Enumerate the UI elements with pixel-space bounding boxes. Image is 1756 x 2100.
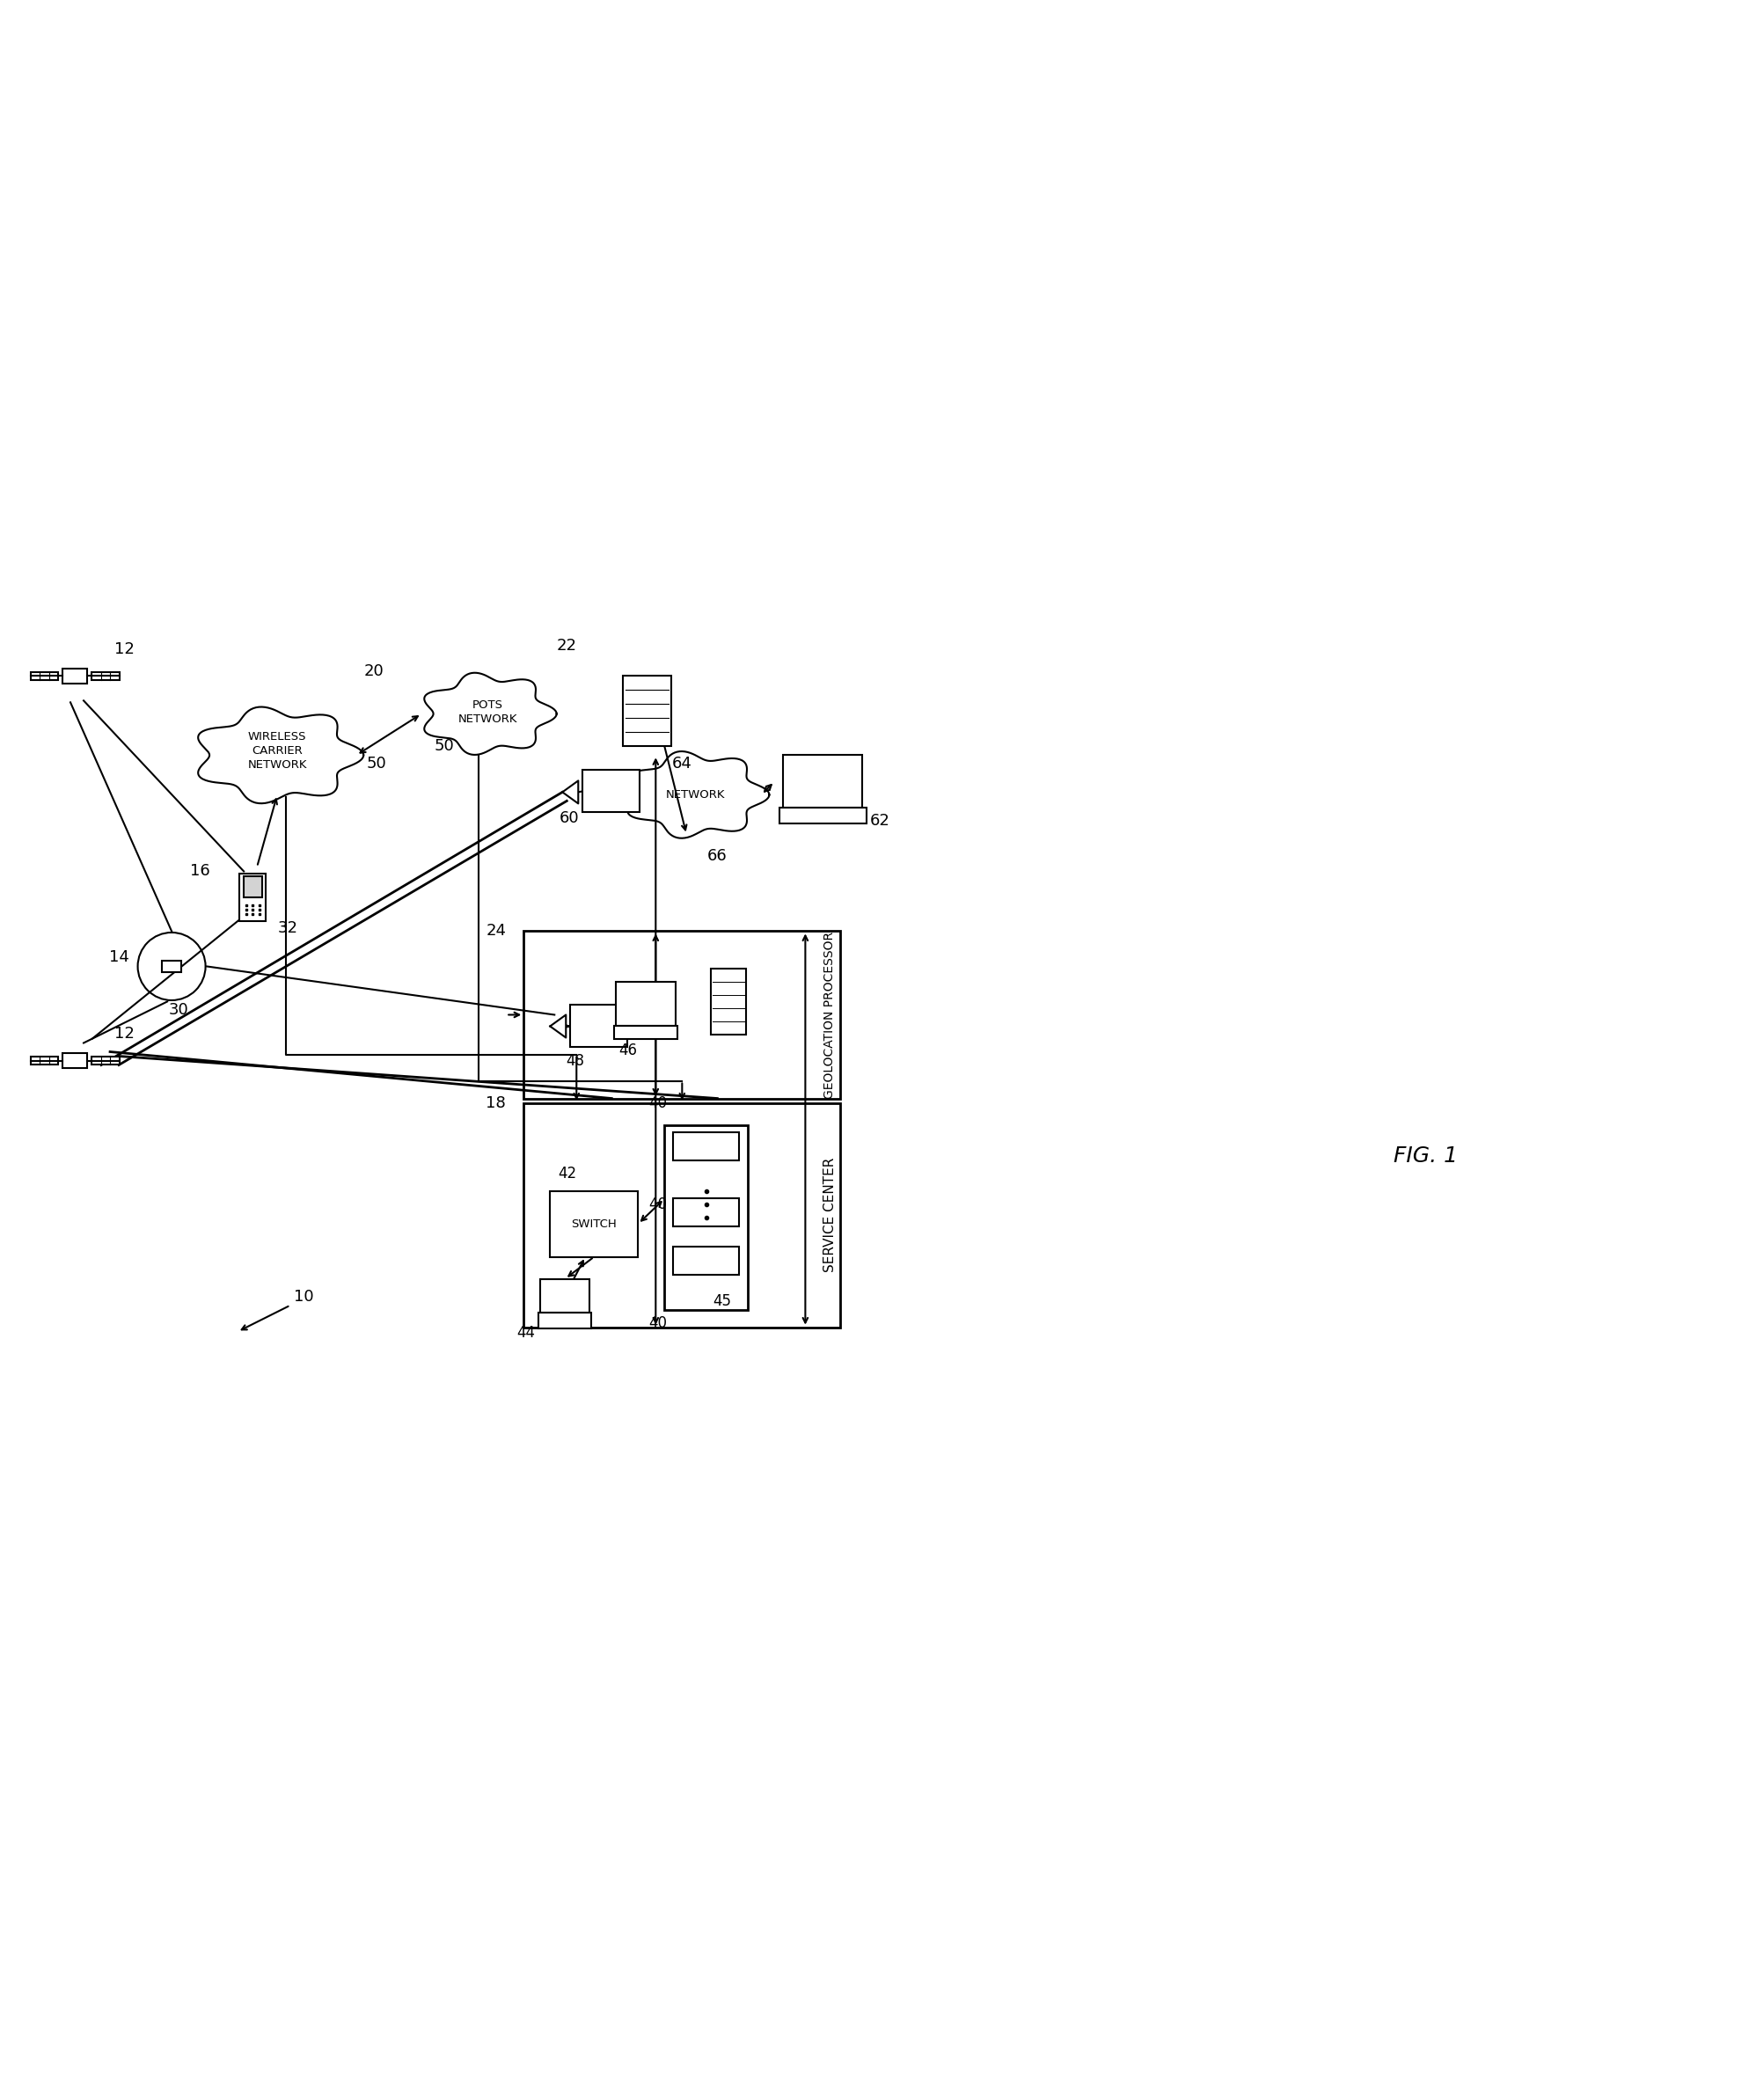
Text: POTS
NETWORK: POTS NETWORK [458,699,518,724]
Bar [664,1126,748,1310]
Bar [623,676,671,746]
Text: 12: 12 [114,1027,135,1042]
Text: 46: 46 [618,1042,637,1058]
Bar [673,1245,739,1275]
Bar [91,672,119,680]
Text: 66: 66 [708,848,727,865]
Text: 42: 42 [558,1166,578,1180]
Text: GEOLOCATION PROCESSOR: GEOLOCATION PROCESSOR [824,930,836,1098]
Bar [780,808,866,823]
Text: 18: 18 [486,1094,506,1111]
Text: 14: 14 [109,949,128,966]
Text: NETWORK: NETWORK [666,790,725,800]
Text: 60: 60 [560,811,579,827]
Bar [523,930,841,1098]
Text: 50: 50 [434,739,455,754]
Bar [615,1027,678,1040]
Polygon shape [198,708,363,804]
Circle shape [137,932,205,1000]
Text: 24: 24 [486,924,506,939]
Bar [523,1102,841,1327]
Text: 64: 64 [673,756,692,773]
Bar [783,756,862,808]
Bar [30,672,58,680]
Bar [711,968,746,1035]
Bar [616,983,676,1027]
Text: SWITCH: SWITCH [571,1218,616,1228]
Text: 62: 62 [869,813,890,830]
Text: 32: 32 [277,920,299,937]
Bar [673,1132,739,1159]
Text: FIG. 1: FIG. 1 [1394,1145,1457,1166]
Bar [583,771,639,813]
Bar [539,1312,592,1327]
Bar [63,668,88,685]
Bar [550,1191,637,1256]
Text: SERVICE CENTER: SERVICE CENTER [824,1157,836,1273]
Text: 10: 10 [293,1289,314,1304]
Text: 48: 48 [565,1052,585,1069]
Bar [63,1052,88,1069]
Polygon shape [425,672,557,754]
Polygon shape [550,1014,565,1037]
Text: 40: 40 [648,1197,667,1212]
Bar [239,874,265,922]
Text: 45: 45 [713,1294,730,1308]
Text: 16: 16 [190,863,209,880]
Text: 44: 44 [516,1325,534,1340]
Bar [30,1056,58,1065]
Polygon shape [627,752,769,838]
Bar [541,1279,590,1312]
Bar [91,1056,119,1065]
Bar [571,1006,627,1048]
Text: WIRELESS
CARRIER
NETWORK: WIRELESS CARRIER NETWORK [248,731,307,771]
Text: 12: 12 [114,643,135,657]
Text: 40: 40 [648,1094,667,1111]
Text: 30: 30 [169,1002,188,1018]
Text: 22: 22 [557,638,578,653]
Bar [244,876,262,897]
Bar [673,1197,739,1226]
Text: 40: 40 [648,1315,667,1331]
Text: 20: 20 [363,664,385,680]
Bar [162,960,181,972]
Text: 50: 50 [367,756,386,773]
Polygon shape [562,781,578,804]
